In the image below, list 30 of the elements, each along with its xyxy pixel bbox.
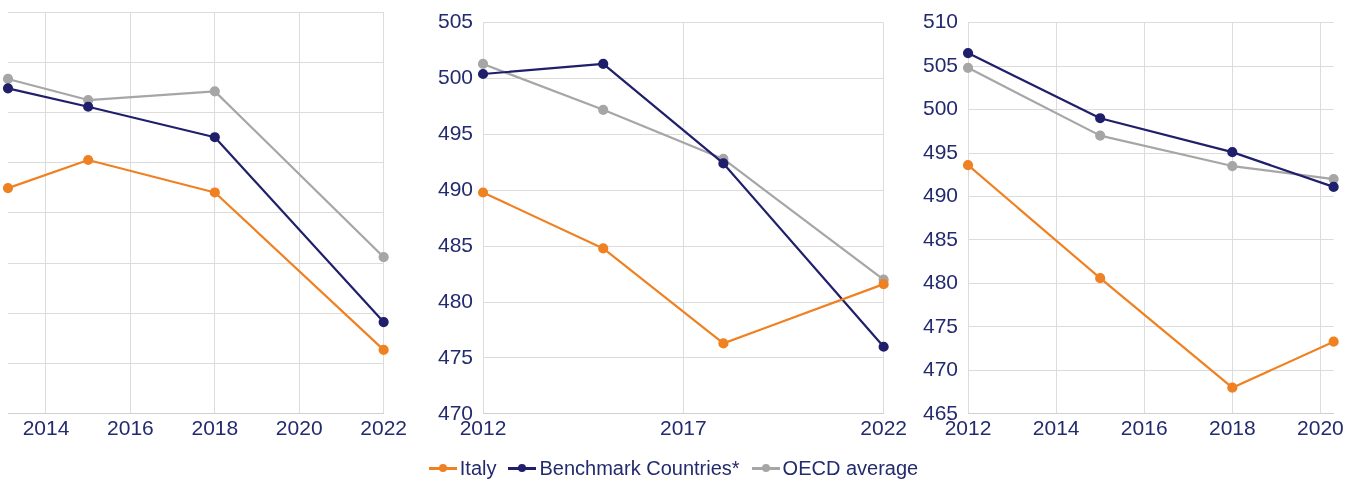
y-tick-label: 475 [437,344,474,368]
x-tick-label: 2022 [360,416,407,440]
x-tick-label: 2016 [1120,416,1168,440]
y-tick-label: 500 [437,65,474,89]
y-tick-label: 490 [437,177,474,201]
y-tick-label: 470 [922,357,959,381]
x-tick-label: 2022 [860,416,907,440]
x-tick-label: 2017 [659,416,707,440]
y-tick-label: 495 [437,121,474,145]
x-tick-label: 2018 [191,416,239,440]
legend-label: Benchmark Countries* [539,457,740,480]
legend-label: Italy [459,457,497,480]
legend-label: OECD average [782,457,919,480]
x-tick-label: 2020 [275,416,323,440]
y-tick-label: 480 [437,288,474,312]
y-tick-label: 490 [922,183,959,207]
y-tick-label: 500 [922,96,959,120]
y-tick-label: 485 [437,232,474,256]
y-tick-label: 510 [922,9,959,33]
x-tick-label: 2018 [1208,416,1256,440]
x-tick-label: 2020 [1297,416,1344,440]
x-tick-label: 2016 [107,416,154,440]
y-tick-label: 480 [922,270,959,294]
y-tick-label: 505 [922,52,959,76]
y-tick-label: 475 [922,313,959,337]
y-tick-label: 505 [437,9,474,33]
y-tick-label: 485 [922,226,959,250]
x-tick-label: 2014 [22,416,70,440]
y-tick-label: 495 [922,139,959,163]
x-tick-label: 2014 [1032,416,1080,440]
